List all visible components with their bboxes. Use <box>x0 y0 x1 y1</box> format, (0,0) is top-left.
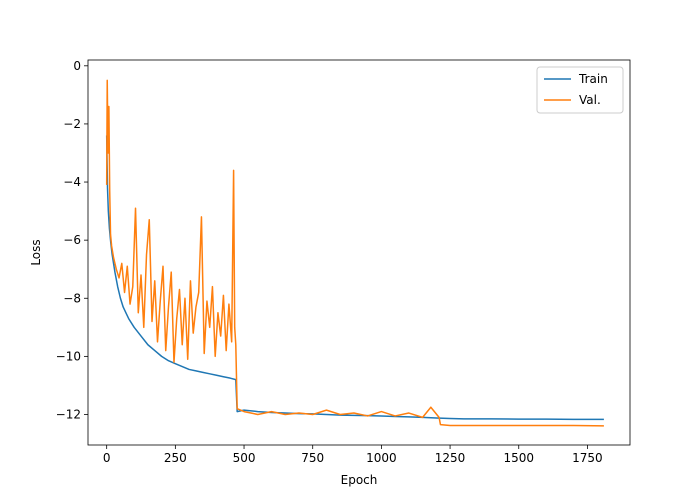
y-axis-label: Loss <box>29 239 43 265</box>
x-tick-label: 1750 <box>572 451 603 465</box>
x-tick-label: 500 <box>233 451 256 465</box>
legend-entry-label: Train <box>578 72 608 86</box>
series-line-val <box>105 79 604 427</box>
plot-area <box>105 79 604 427</box>
y-tick-label: −4 <box>63 175 81 189</box>
axis-labels: Epoch Loss <box>29 239 377 487</box>
series-line-train <box>105 135 604 421</box>
x-tick-label: 1250 <box>435 451 466 465</box>
plot-frame <box>87 59 631 446</box>
axes: 0 250 500 750 1000 1250 1500 1750 0 −2 −4 −6 −8 −10 −1… <box>56 59 631 465</box>
legend-entry-label: Val. <box>579 93 601 107</box>
legend: Train Val. <box>536 66 624 114</box>
x-tick-label: 1500 <box>503 451 534 465</box>
y-tick-label: 0 <box>73 59 81 73</box>
x-tick-label: 750 <box>301 451 324 465</box>
y-tick-label: −12 <box>56 407 81 421</box>
y-tick-label: −8 <box>63 291 81 305</box>
y-tick-label: −6 <box>63 233 81 247</box>
x-axis-label: Epoch <box>341 473 378 487</box>
x-tick-label: 0 <box>103 451 111 465</box>
x-tick-label: 1000 <box>366 451 397 465</box>
x-tick-label: 250 <box>164 451 187 465</box>
y-tick-label: −2 <box>63 117 81 131</box>
y-tick-label: −10 <box>56 349 81 363</box>
